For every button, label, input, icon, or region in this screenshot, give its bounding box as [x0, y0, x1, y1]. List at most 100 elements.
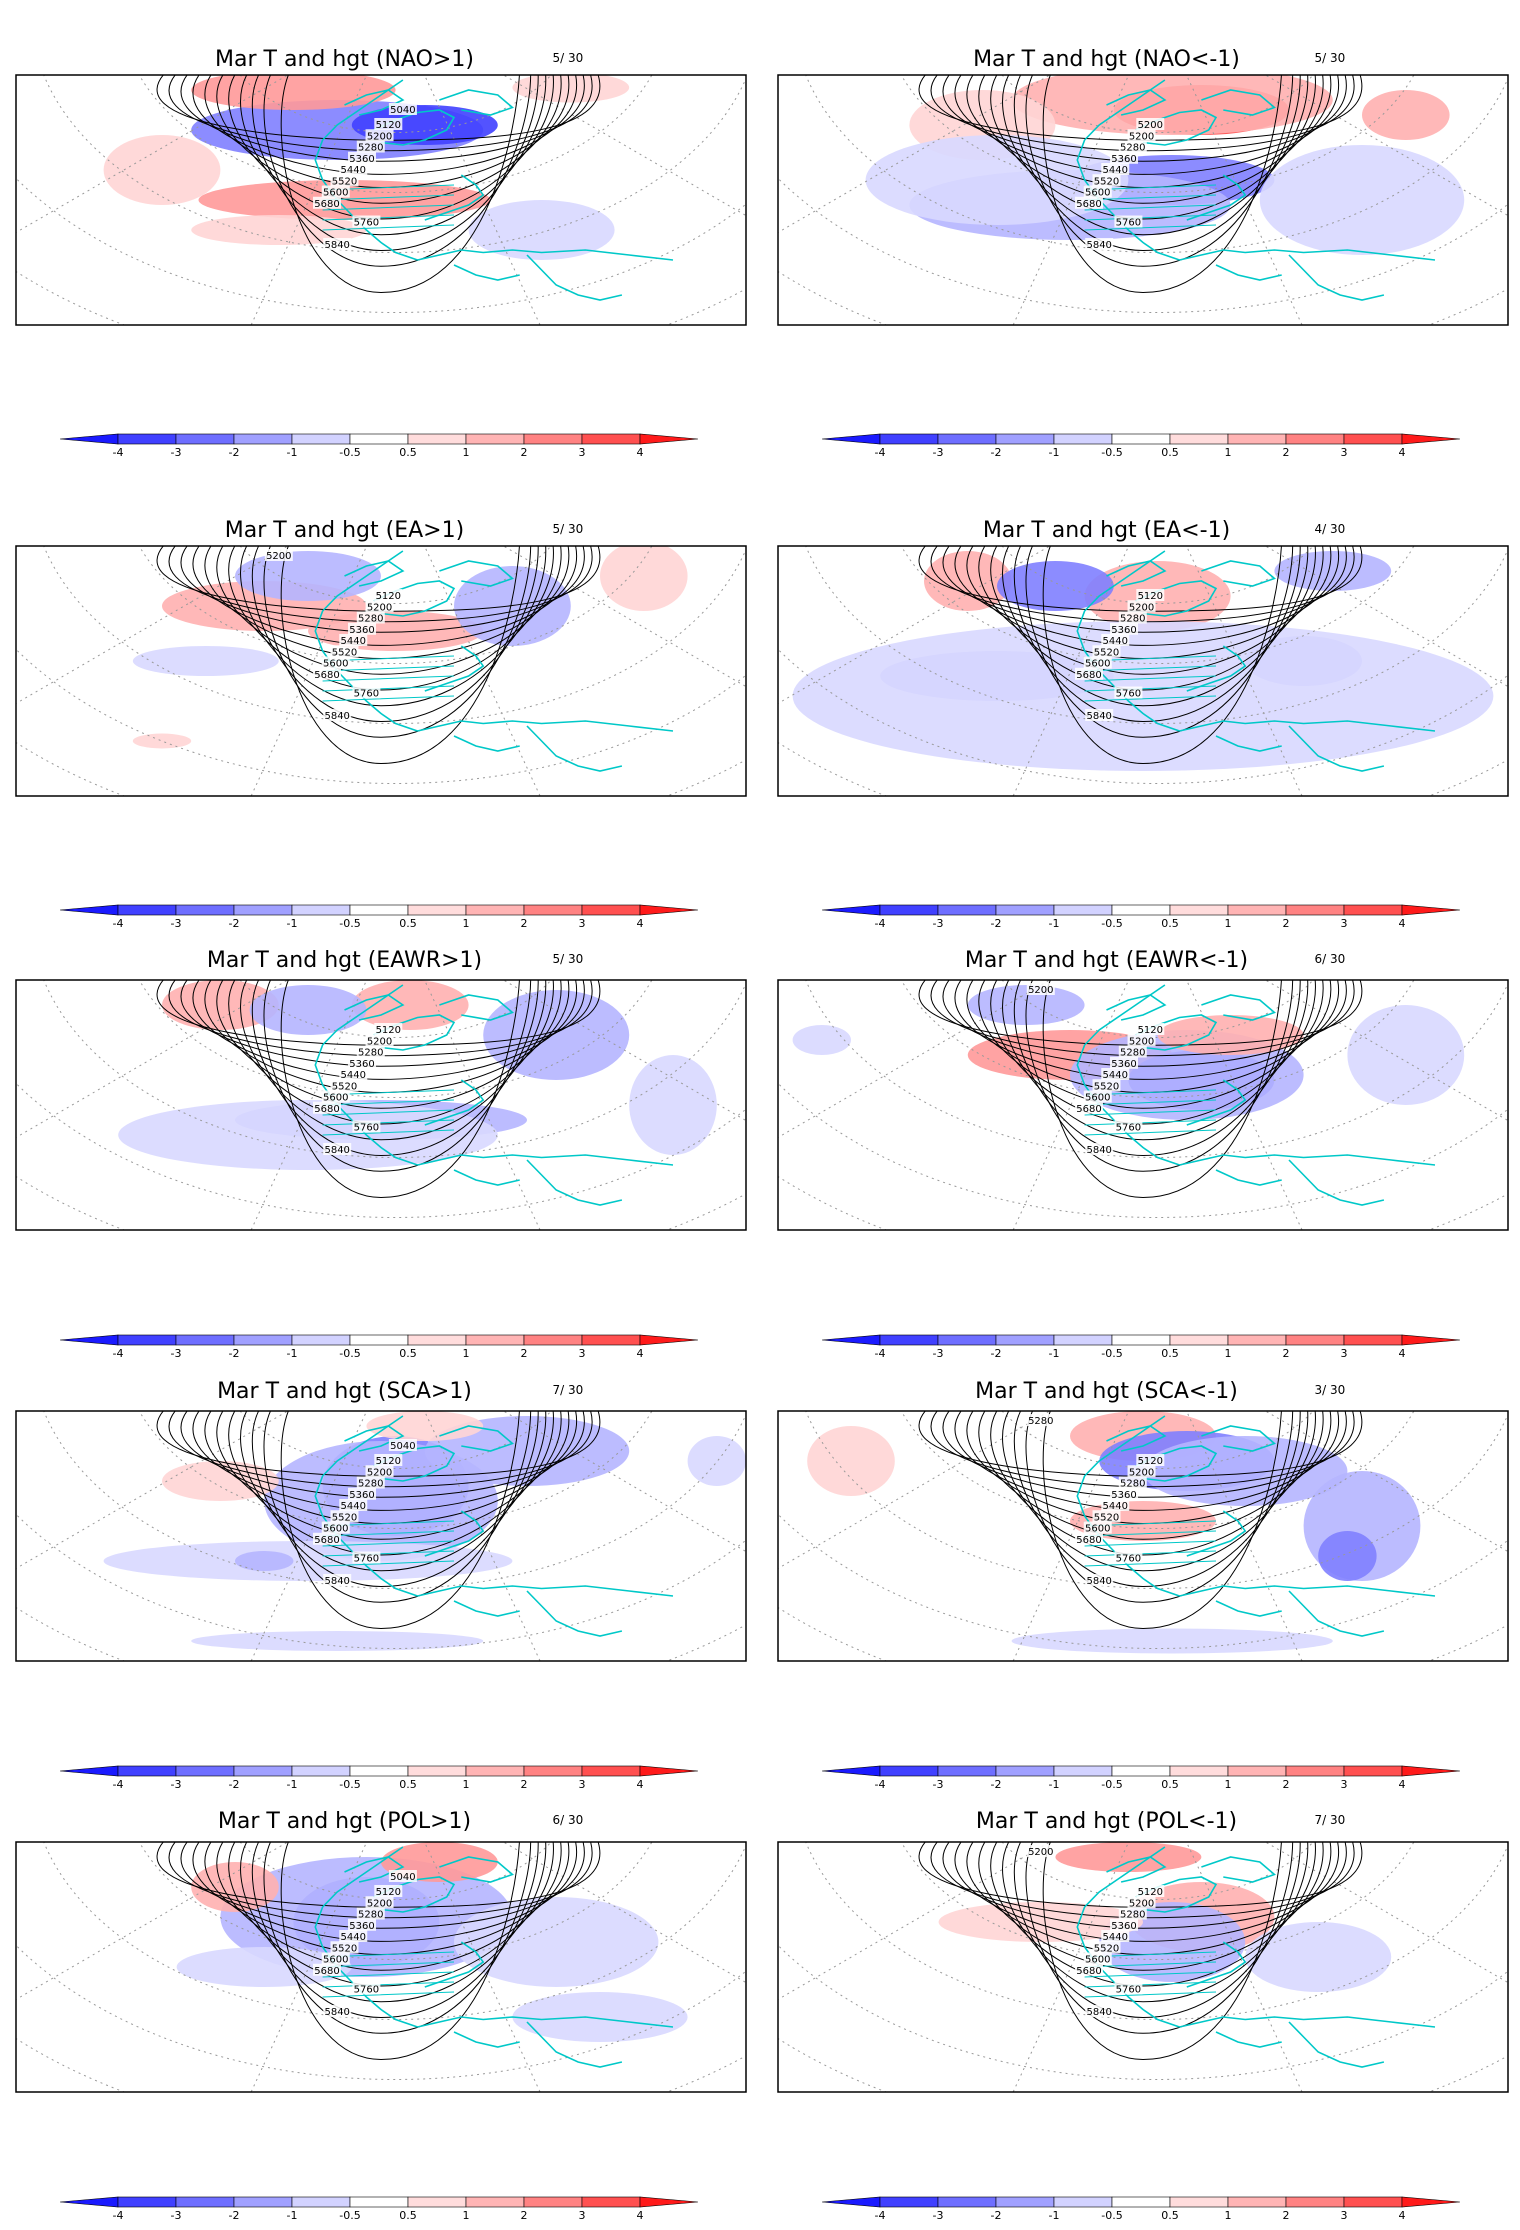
contour-label: 5200: [1028, 1847, 1053, 1858]
state-border: [322, 1560, 455, 1567]
coastline: [1098, 1535, 1180, 1597]
colorbar-tick-label: 0.5: [1161, 1778, 1179, 1791]
colorbar-cell: [879, 1334, 939, 1346]
height-contour: [192, 1842, 577, 1942]
contour-label-bg: [339, 1068, 368, 1080]
state-border: [322, 214, 455, 221]
colorbar-cell: [1285, 433, 1345, 445]
height-contour: [1025, 980, 1294, 1172]
coastline: [1076, 550, 1166, 672]
coastline: [336, 670, 418, 732]
colorbar-cell: [1401, 433, 1461, 445]
coastline: [1106, 560, 1167, 587]
colorbar-tick-label: -3: [171, 1347, 182, 1360]
state-border: [322, 1119, 455, 1126]
height-contour: [1013, 75, 1301, 252]
contour-label-bg: [1110, 1918, 1139, 1931]
contour-label: 5520: [332, 1081, 357, 1092]
contour-label: 5040: [390, 105, 415, 116]
height-contour: [1042, 546, 1282, 765]
height-contour: [180, 980, 585, 1067]
colorbar-tick-label: -0.5: [339, 917, 360, 930]
colorbar-tick-label: 4: [637, 1347, 644, 1360]
colorbar-tick-label: -2: [229, 917, 240, 930]
colorbar-cell: [1053, 1765, 1113, 1777]
colorbar-tick-label: 0.5: [1161, 917, 1179, 930]
colorbar-cell: [1111, 2196, 1171, 2208]
anomaly-shade: [1143, 1436, 1348, 1506]
colorbar-tick-label: -0.5: [1101, 446, 1122, 459]
meridian: [423, 75, 541, 325]
coastline: [453, 2031, 520, 2048]
contour-label-bg: [1026, 983, 1055, 995]
height-contour: [990, 980, 1316, 1125]
panel-title: Mar T and hgt (EA<-1): [983, 518, 1230, 543]
contour-label: 5600: [323, 1093, 348, 1104]
colorbar-tick-label: -4: [875, 446, 886, 459]
contour-label: 5120: [376, 120, 401, 131]
height-contour: [240, 1411, 547, 1572]
contour-label: 5280: [1028, 1416, 1053, 1427]
anomaly-shade: [924, 551, 1012, 611]
contour-label: 5200: [367, 1467, 392, 1478]
state-border: [1084, 1109, 1217, 1116]
anomaly-shade: [132, 733, 192, 749]
contour-label: 5360: [349, 1921, 374, 1932]
coastline: [314, 1415, 404, 1537]
height-contour: [240, 546, 547, 707]
contour-label-bg: [356, 1476, 385, 1489]
colorbar-cell: [1227, 904, 1287, 916]
contour-label: 5360: [349, 154, 374, 165]
contour-label-bg: [312, 667, 341, 680]
colorbar-tick-label: 2: [1283, 1778, 1290, 1791]
colorbar-cell: [59, 1334, 119, 1346]
colorbar-tick-label: 3: [579, 1778, 586, 1791]
map-frame: [15, 979, 747, 1231]
colorbar-tick-label: 3: [1341, 446, 1348, 459]
contour-label: 5680: [314, 670, 339, 681]
height-contour: [240, 980, 547, 1141]
colorbar-tick-label: 3: [1341, 2209, 1348, 2222]
colorbar-cell: [175, 2196, 235, 2208]
colorbar-tick-label: 2: [1283, 1347, 1290, 1360]
contour-label-bg: [312, 1101, 341, 1114]
contour-label: 5120: [1138, 1456, 1163, 1467]
contour-label: 5760: [1116, 1554, 1141, 1565]
state-border: [1084, 1991, 1217, 1998]
coastline: [1076, 1846, 1166, 1968]
height-contour: [1025, 1411, 1294, 1603]
contour-label: 5760: [354, 1985, 379, 1996]
state-border: [1084, 695, 1217, 702]
anomaly-shade: [191, 1631, 484, 1651]
colorbar-cell: [291, 1334, 351, 1346]
coastline: [1076, 79, 1166, 201]
colorbar-cell: [1343, 1765, 1403, 1777]
colorbar-cell: [233, 904, 293, 916]
colorbar-tick-label: -0.5: [1101, 2209, 1122, 2222]
meridian: [502, 1411, 746, 1553]
height-contour: [1002, 1842, 1309, 2003]
colorbar-cell: [639, 1765, 699, 1777]
colorbar-tick-label: 4: [637, 917, 644, 930]
height-contour: [990, 546, 1316, 691]
colorbar-tick-label: -0.5: [1101, 1778, 1122, 1791]
height-contour: [251, 980, 539, 1157]
colorbar-tick-label: 2: [521, 1347, 528, 1360]
colorbar-cell: [523, 1765, 583, 1777]
height-contour: [280, 1411, 520, 1630]
coastline: [1288, 1590, 1385, 1637]
state-border: [1084, 1530, 1217, 1537]
contour-label: 5120: [376, 591, 401, 602]
coastline: [424, 1510, 485, 1557]
coastline: [526, 1590, 623, 1637]
colorbar-tick-label: -2: [229, 446, 240, 459]
colorbar-cell: [1401, 904, 1461, 916]
colorbar-tick-label: 2: [1283, 446, 1290, 459]
colorbar-cell: [1227, 2196, 1287, 2208]
colorbar-cell: [995, 904, 1055, 916]
contour-label-bg: [321, 1521, 350, 1534]
colorbar-cell: [821, 1765, 881, 1777]
colorbar-cell: [937, 1765, 997, 1777]
